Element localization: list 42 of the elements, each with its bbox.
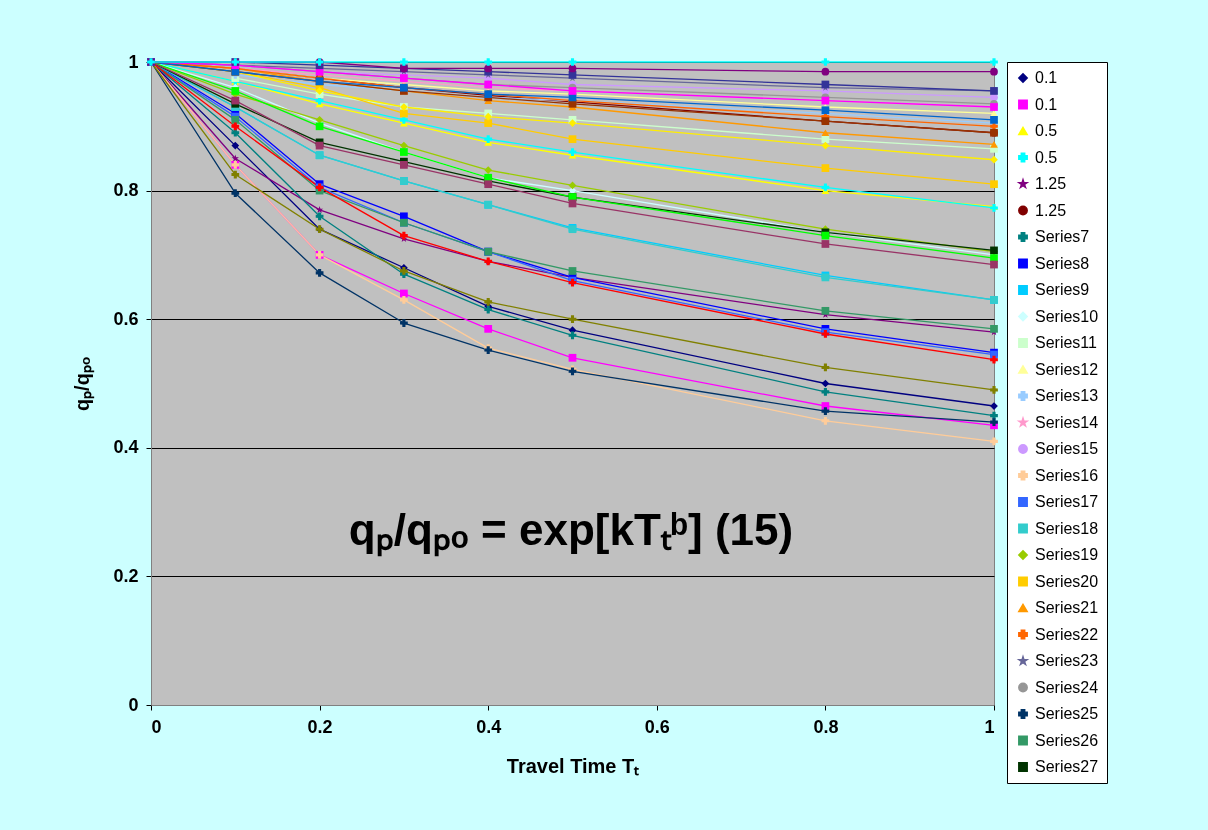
legend-label: Series13 — [1035, 387, 1099, 404]
x-tick-label: 1 — [984, 716, 995, 737]
x-tick-label: 0 — [151, 716, 162, 737]
x-tick-label: 0.8 — [813, 716, 839, 737]
legend-label: Series14 — [1035, 413, 1099, 431]
legend-label: Series19 — [1035, 546, 1099, 563]
legend-label: 1.25 — [1035, 201, 1067, 219]
y-tick-label: 0.4 — [113, 437, 139, 458]
y-tick-label: 0.6 — [113, 308, 139, 329]
x-axis-title: Travel Time Tₜ — [506, 754, 640, 777]
annotation: qₚ/qₚₒ = exp[kTₜᵇ] (15) — [348, 505, 794, 557]
y-tick-label: 1 — [128, 51, 139, 72]
legend-label: Series11 — [1035, 334, 1098, 351]
legend-label: Series8 — [1035, 254, 1090, 272]
legend-label: Series21 — [1035, 599, 1099, 616]
y-tick-label: 0.2 — [113, 565, 139, 586]
x-tick-label: 0.6 — [644, 716, 670, 737]
legend-label: Series24 — [1035, 678, 1099, 696]
x-tick-label: 0.2 — [307, 716, 333, 737]
legend-label: Series25 — [1035, 705, 1099, 722]
legend-label: Series7 — [1035, 228, 1090, 245]
legend-label: 1.25 — [1035, 175, 1067, 192]
x-tick-label: 0.4 — [476, 716, 502, 737]
legend-label: Series12 — [1035, 360, 1099, 378]
legend-label: Series15 — [1035, 440, 1099, 457]
legend-label: Series10 — [1035, 307, 1099, 325]
legend-label: 0.5 — [1035, 148, 1058, 166]
legend-label: 0.5 — [1035, 122, 1058, 139]
legend-label: Series23 — [1035, 652, 1099, 669]
legend-label: Series20 — [1035, 572, 1099, 590]
legend-label: Series18 — [1035, 519, 1099, 537]
legend-label: Series22 — [1035, 625, 1099, 643]
legend-label: Series16 — [1035, 466, 1099, 484]
legend-label: Series9 — [1035, 281, 1090, 298]
y-axis-title: qₚ/qₚₒ — [71, 356, 96, 412]
legend-label: Series17 — [1035, 493, 1099, 510]
y-tick-label: 0 — [128, 694, 139, 715]
legend-label: 0.1 — [1035, 95, 1058, 113]
legend-label: Series26 — [1035, 731, 1099, 749]
legend-label: Series27 — [1035, 758, 1099, 775]
y-tick-label: 0.8 — [113, 180, 139, 201]
legend-label: 0.1 — [1035, 69, 1058, 86]
